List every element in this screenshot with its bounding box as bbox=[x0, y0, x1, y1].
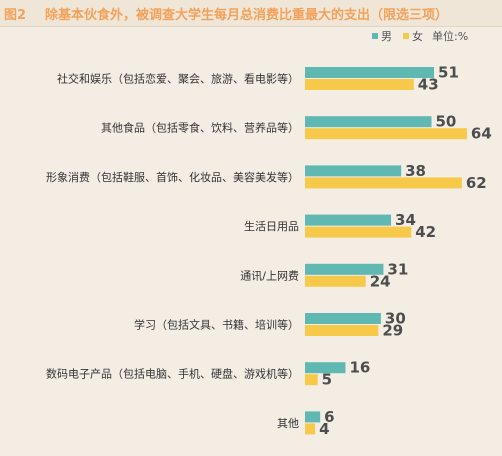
legend-swatch-male bbox=[372, 33, 378, 39]
bar-female bbox=[305, 374, 318, 386]
bar-female bbox=[305, 79, 414, 90]
category-label: 其他食品（包括零食、饮料、营养品等） bbox=[101, 121, 299, 135]
category-label: 社交和娱乐（包括恋爱、聚会、旅游、看电影等） bbox=[57, 72, 299, 86]
data-label-male: 6 bbox=[324, 408, 334, 426]
data-label-female: 24 bbox=[370, 272, 391, 290]
figure-label: 图2 bbox=[4, 8, 27, 23]
bar-female bbox=[305, 325, 379, 336]
data-label-male: 38 bbox=[405, 162, 426, 180]
bar-male bbox=[305, 214, 392, 226]
category-label: 数码电子产品（包括电脑、手机、硬盘、游戏机等） bbox=[46, 367, 299, 381]
data-label-male: 30 bbox=[385, 310, 406, 328]
bar-male bbox=[305, 116, 432, 128]
data-label-female: 29 bbox=[382, 322, 403, 340]
bar-male bbox=[305, 165, 402, 177]
category-label: 生活日用品 bbox=[244, 219, 299, 233]
category-label: 学习（包括文具、书籍、培训等） bbox=[134, 318, 299, 332]
data-label-female: 4 bbox=[319, 420, 329, 438]
bar-female bbox=[305, 275, 366, 287]
category-label: 形象消费（包括鞋服、首饰、化妆品、美容美发等） bbox=[46, 170, 299, 184]
data-label-male: 51 bbox=[438, 64, 459, 82]
bar-female bbox=[305, 177, 462, 189]
bar-female bbox=[305, 423, 316, 435]
legend-label-female: 女 bbox=[412, 29, 423, 43]
data-label-male: 50 bbox=[436, 113, 457, 131]
data-label-female: 62 bbox=[466, 174, 487, 192]
chart-title: 除基本伙食外，被调查大学生每月总消费比重最大的支出（限选三项） bbox=[45, 8, 449, 23]
bar-male bbox=[305, 362, 346, 374]
legend-swatch-female bbox=[403, 33, 409, 39]
legend-unit: 单位:% bbox=[432, 29, 468, 43]
data-label-female: 5 bbox=[322, 371, 332, 389]
bar-female bbox=[305, 128, 467, 140]
category-label: 通讯/上网费 bbox=[240, 269, 299, 282]
category-label: 其他 bbox=[277, 417, 299, 430]
bar-male bbox=[305, 263, 384, 275]
figure-header: 图2 除基本伙食外，被调查大学生每月总消费比重最大的支出（限选三项） bbox=[0, 0, 502, 27]
data-label-female: 64 bbox=[471, 125, 492, 143]
bar-male bbox=[305, 411, 321, 423]
data-label-male: 16 bbox=[349, 359, 370, 377]
legend-label-male: 男 bbox=[381, 30, 392, 43]
bar-male bbox=[305, 67, 435, 78]
data-label-female: 42 bbox=[415, 223, 436, 241]
data-label-male: 31 bbox=[387, 260, 408, 278]
data-label-male: 34 bbox=[395, 211, 416, 229]
bar-male bbox=[305, 313, 381, 324]
bar-female bbox=[305, 226, 412, 238]
data-label-female: 43 bbox=[418, 76, 439, 94]
